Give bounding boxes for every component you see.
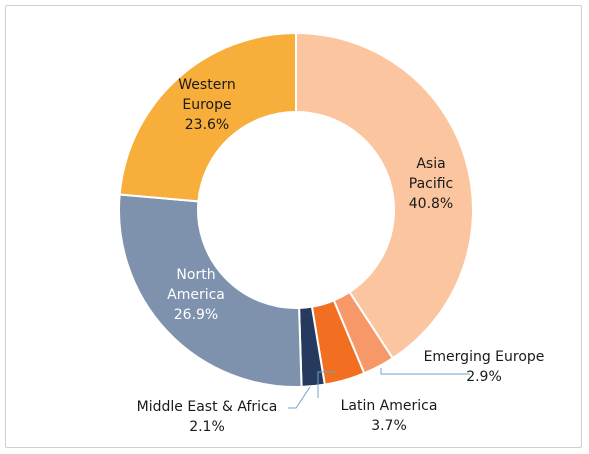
slice-label-3: Middle East & Africa 2.1%: [137, 399, 278, 435]
leader-line-2: [317, 371, 336, 398]
slice-label-0: Asia Pacific 40.8%: [409, 156, 454, 212]
slice-0: [295, 31, 474, 360]
slice-name-3: Middle East & Africa: [137, 399, 278, 415]
slice-5: [118, 31, 297, 203]
leader-line-1: [380, 368, 470, 375]
slice-value-0: 40.8%: [409, 196, 453, 212]
slice-name-5: Western: [178, 77, 235, 93]
slice-name-0: Pacific: [409, 176, 454, 192]
slice-name-0: Asia: [416, 156, 445, 172]
slice-value-1: 2.9%: [466, 369, 502, 385]
slice-name-1: Emerging Europe: [424, 349, 545, 365]
slice-label-1: Emerging Europe 2.9%: [424, 349, 545, 385]
slice-value-3: 2.1%: [189, 419, 225, 435]
slice-name-4: America: [167, 287, 225, 303]
slice-name-5: Europe: [182, 97, 231, 113]
slice-value-5: 23.6%: [185, 117, 229, 133]
slice-value-4: 26.9%: [174, 307, 218, 323]
slice-value-2: 3.7%: [371, 418, 407, 434]
leader-line-3: [288, 386, 311, 409]
slice-name-2: Latin America: [341, 398, 438, 414]
slice-label-2: Latin America 3.7%: [341, 398, 438, 434]
slice-name-4: North: [176, 267, 215, 283]
slice-4: [118, 193, 303, 388]
slice-label-5: Western Europe 23.6%: [178, 77, 235, 133]
slice-label-4: North America 26.9%: [167, 267, 225, 323]
